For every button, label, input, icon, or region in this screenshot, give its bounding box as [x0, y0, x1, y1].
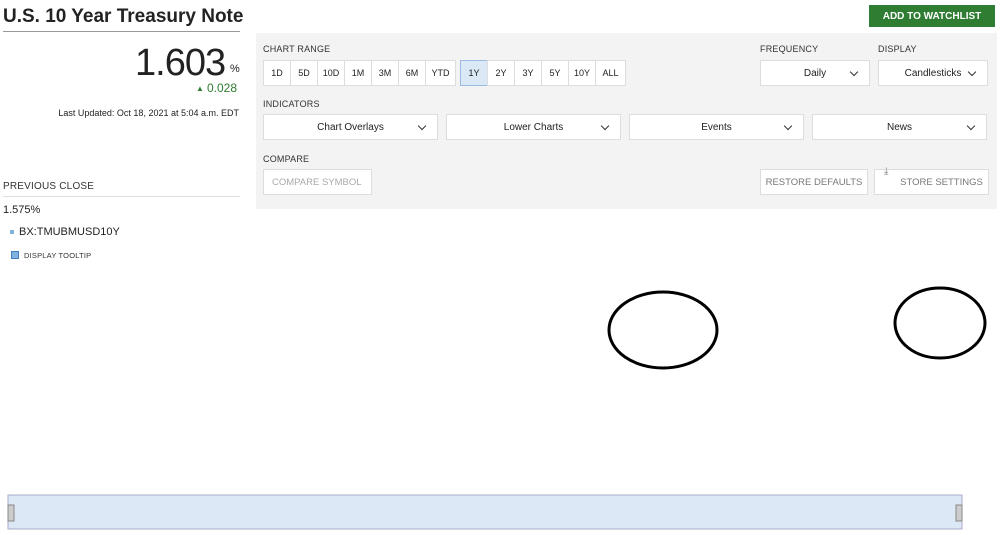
annotation-circle	[607, 290, 719, 370]
chart-range-label: CHART RANGE	[263, 44, 331, 54]
range-button[interactable]: 5D	[290, 60, 318, 86]
watchlist-button[interactable]: ADD TO WATCHLIST	[869, 5, 995, 27]
range-button[interactable]: 5Y	[541, 60, 569, 86]
range-button[interactable]: ALL	[595, 60, 626, 86]
display-select[interactable]: Candlesticks	[878, 60, 988, 86]
range-button[interactable]: 10Y	[568, 60, 596, 86]
last-updated: Last Updated: Oct 18, 2021 at 5:04 a.m. …	[58, 108, 239, 118]
indicator-select[interactable]: News	[812, 114, 987, 140]
indicator-select[interactable]: Lower Charts	[446, 114, 621, 140]
display-label: DISPLAY	[878, 44, 917, 54]
navigator[interactable]	[7, 494, 963, 530]
range-button[interactable]: 10D	[317, 60, 345, 86]
symbol-swatch	[10, 230, 14, 234]
price-unit: %	[230, 63, 240, 75]
frequency-select[interactable]: Daily	[760, 60, 870, 86]
restore-button[interactable]: RESTORE DEFAULTS	[760, 169, 868, 195]
frequency-label: FREQUENCY	[760, 44, 819, 54]
range-button[interactable]: 1M	[344, 60, 372, 86]
title-rule	[3, 31, 240, 32]
indicator-select[interactable]: Events	[629, 114, 804, 140]
annotation-circle	[893, 286, 987, 360]
indicators-label: INDICATORS	[263, 99, 320, 109]
download-icon: ⤓	[884, 166, 889, 177]
compare-input[interactable]: COMPARE SYMBOL	[263, 169, 372, 195]
tooltip-checkbox[interactable]	[11, 251, 19, 259]
range-button[interactable]: 3Y	[514, 60, 542, 86]
price: 1.603	[135, 42, 226, 84]
range-button[interactable]: 1D	[263, 60, 291, 86]
chart	[7, 286, 987, 530]
range-button[interactable]: 2Y	[487, 60, 515, 86]
navigator-handle[interactable]	[7, 504, 15, 522]
up-arrow: ▲	[196, 84, 204, 93]
rule	[3, 196, 240, 197]
title: U.S. 10 Year Treasury Note	[3, 6, 244, 27]
tooltip-label[interactable]: DISPLAY TOOLTIP	[24, 251, 92, 260]
symbol: BX:TMUBMUSD10Y	[19, 226, 120, 238]
previous-close-label: PREVIOUS CLOSE	[3, 181, 95, 192]
range-button[interactable]: 3M	[371, 60, 399, 86]
change: 0.028	[207, 81, 238, 95]
compare-label: COMPARE	[263, 154, 310, 164]
range-button[interactable]: 6M	[398, 60, 426, 86]
indicator-select[interactable]: Chart Overlays	[263, 114, 438, 140]
range-button[interactable]: 1Y	[460, 60, 488, 86]
previous-close: 1.575%	[3, 204, 41, 216]
store-button[interactable]: STORE SETTINGS	[874, 169, 989, 195]
range-button[interactable]: YTD	[425, 60, 456, 86]
navigator-handle[interactable]	[955, 504, 963, 522]
